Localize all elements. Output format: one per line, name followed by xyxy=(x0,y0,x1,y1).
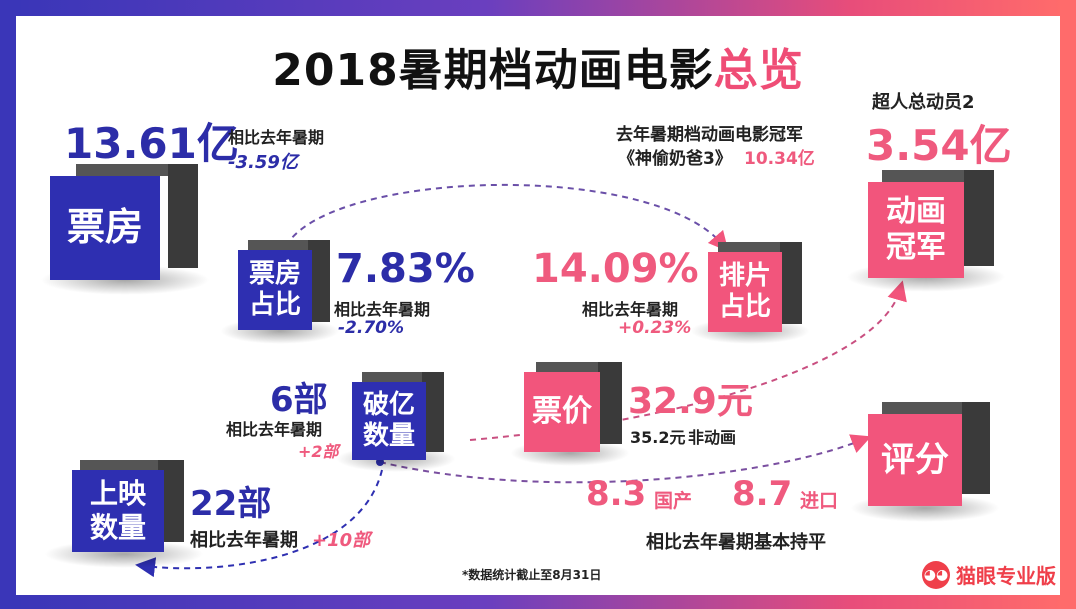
rating-import-value: 8.7 xyxy=(732,474,793,514)
box-office-share-value: 7.83% xyxy=(336,246,475,292)
releases-compare-label: 相比去年暑期 xyxy=(190,530,298,551)
ticket-price-block: 票价 xyxy=(524,362,622,452)
rating-domestic-value: 8.3 xyxy=(586,474,647,514)
releases-block-line1: 上映 xyxy=(89,477,146,511)
box-office-share-compare-label: 相比去年暑期 xyxy=(334,300,431,319)
over-100m-compare-label: 相比去年暑期 xyxy=(226,420,323,439)
screening-share-block: 排片 占比 xyxy=(708,242,802,332)
cat-eye-logo-icon: ◕◕ xyxy=(922,560,950,589)
brand-name: 猫眼专业版 xyxy=(956,564,1056,588)
box-office-value: 13.61亿 xyxy=(64,119,239,168)
rating-compare: 相比去年暑期基本持平 xyxy=(646,532,826,553)
brand-logo: ◕◕ 猫眼专业版 xyxy=(922,560,1056,589)
box-office-share-compare-value: -2.70% xyxy=(338,318,405,338)
over-100m-block: 破亿 数量 xyxy=(352,372,444,460)
over-100m-block-line2: 数量 xyxy=(362,421,415,451)
ticket-price-value: 32.9元 xyxy=(628,381,753,422)
ticket-price-non-anim-value: 35.2元 xyxy=(630,428,686,447)
champion-value: 3.54亿 xyxy=(866,121,1012,170)
screening-share-block-line2: 占比 xyxy=(718,292,771,322)
footnote: *数据统计截止至8月31日 xyxy=(462,568,602,582)
champion-block-line1: 动画 xyxy=(886,194,946,229)
box-office-compare-value: -3.59亿 xyxy=(228,152,298,173)
rating-block-label: 评分 xyxy=(868,414,962,506)
over-100m-block-line1: 破亿 xyxy=(362,389,415,420)
screening-share-value: 14.09% xyxy=(532,246,699,292)
last-year-champion-film: 《神偷奶爸3》 xyxy=(618,149,732,169)
champion-block-line2: 冠军 xyxy=(886,230,946,265)
screening-share-compare-label: 相比去年暑期 xyxy=(582,300,679,319)
rating-domestic-label: 国产 xyxy=(654,490,693,512)
box-office-compare-label: 相比去年暑期 xyxy=(228,128,325,147)
releases-block-line2: 数量 xyxy=(89,511,146,544)
releases-value: 22部 xyxy=(190,484,272,524)
page-title: 2018暑期档动画电影总览 xyxy=(272,45,804,96)
screening-share-block-line1: 排片 xyxy=(718,260,771,291)
rating-import-label: 进口 xyxy=(800,490,839,512)
box-office-share-block: 票房 占比 xyxy=(238,240,330,330)
box-office-block-label: 票房 xyxy=(50,176,160,280)
over-100m-value: 6部 xyxy=(270,380,328,420)
champion-block: 动画 冠军 xyxy=(868,170,994,278)
releases-block: 上映 数量 xyxy=(66,460,184,552)
box-office-share-block-line1: 票房 xyxy=(248,258,301,289)
champion-film: 超人总动员2 xyxy=(872,92,975,113)
releases-compare-value: +10部 xyxy=(312,530,371,551)
rating-block: 评分 xyxy=(868,402,990,506)
ticket-price-non-anim-label: 非动画 xyxy=(688,428,737,447)
last-year-champion-value: 10.34亿 xyxy=(744,149,815,169)
ticket-price-block-label: 票价 xyxy=(524,372,600,452)
box-office-block: 票房 xyxy=(50,164,198,280)
over-100m-compare-value: +2部 xyxy=(298,442,339,461)
last-year-champion-label: 去年暑期档动画电影冠军 xyxy=(616,125,803,145)
box-office-share-block-line2: 占比 xyxy=(248,290,301,320)
screening-share-compare-value: +0.23% xyxy=(618,318,692,338)
